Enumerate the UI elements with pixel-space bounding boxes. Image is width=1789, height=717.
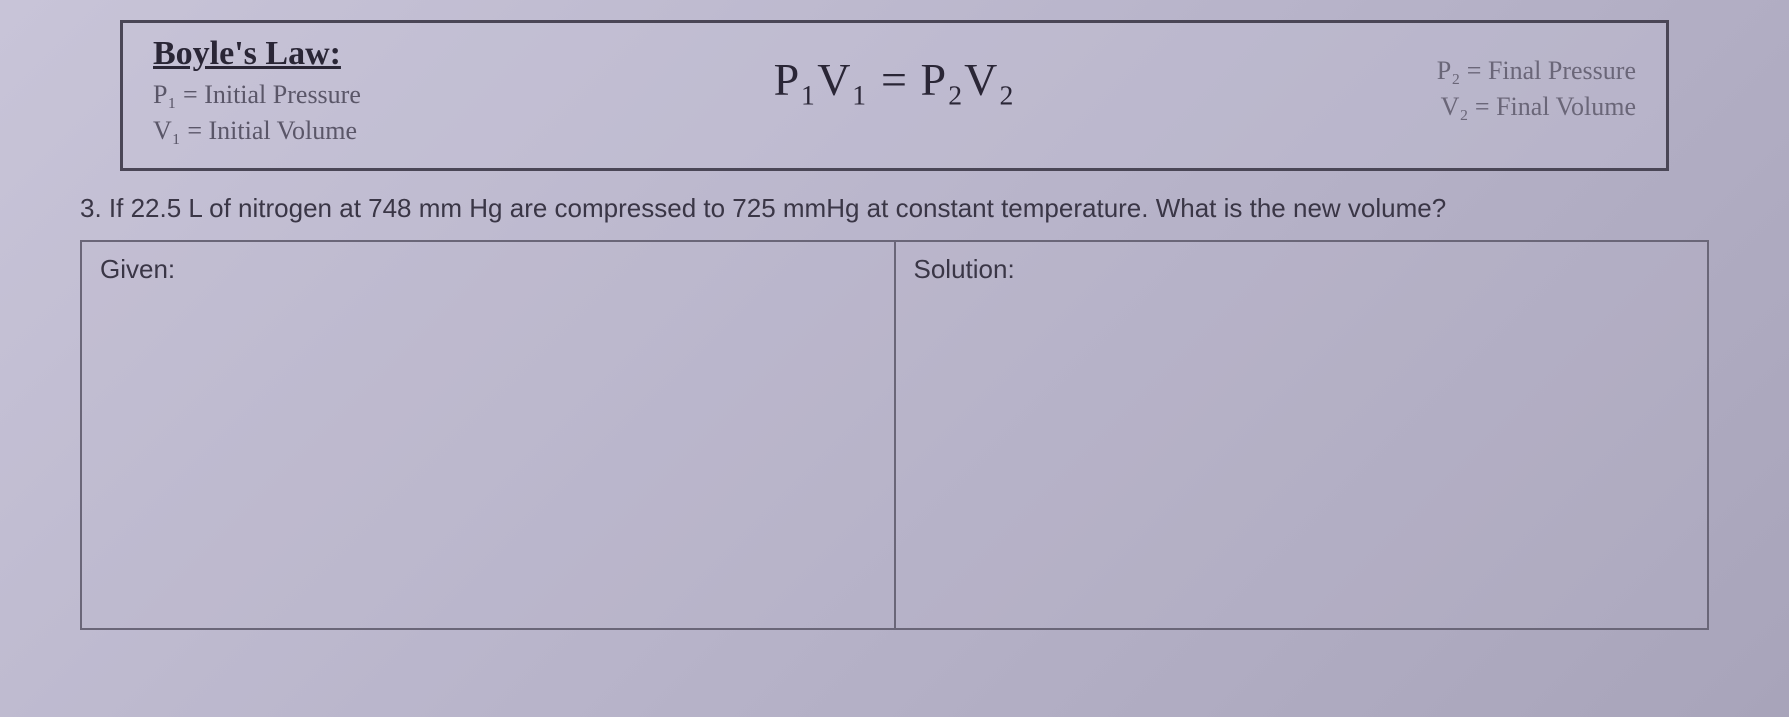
question-text: 3. If 22.5 L of nitrogen at 748 mm Hg ar…	[80, 191, 1709, 226]
boyles-law-formula: P₁V₁ = P₂V₂	[774, 54, 1016, 105]
given-cell: Given:	[82, 242, 896, 628]
p1-definition: P₁ = Initial Pressure	[153, 77, 616, 113]
v1-definition: V₁ = Initial Volume	[153, 113, 616, 149]
solution-label: Solution:	[914, 254, 1015, 284]
given-label: Given:	[100, 254, 175, 284]
question-number: 3.	[80, 193, 102, 223]
p2-definition: P₂ = Final Pressure	[1173, 53, 1636, 89]
question-body: If 22.5 L of nitrogen at 748 mm Hg are c…	[109, 193, 1446, 223]
law-right-definitions: P₂ = Final Pressure V₂ = Final Volume	[1173, 35, 1636, 126]
boyles-law-box: Boyle's Law: P₁ = Initial Pressure V₁ = …	[120, 20, 1669, 171]
v2-definition: V₂ = Final Volume	[1173, 89, 1636, 125]
solution-cell: Solution:	[896, 242, 1708, 628]
law-formula-container: P₁V₁ = P₂V₂	[616, 35, 1172, 106]
law-title: Boyle's Law:	[153, 35, 616, 73]
law-left-definitions: Boyle's Law: P₁ = Initial Pressure V₁ = …	[153, 35, 616, 150]
answer-table: Given: Solution:	[80, 240, 1709, 630]
